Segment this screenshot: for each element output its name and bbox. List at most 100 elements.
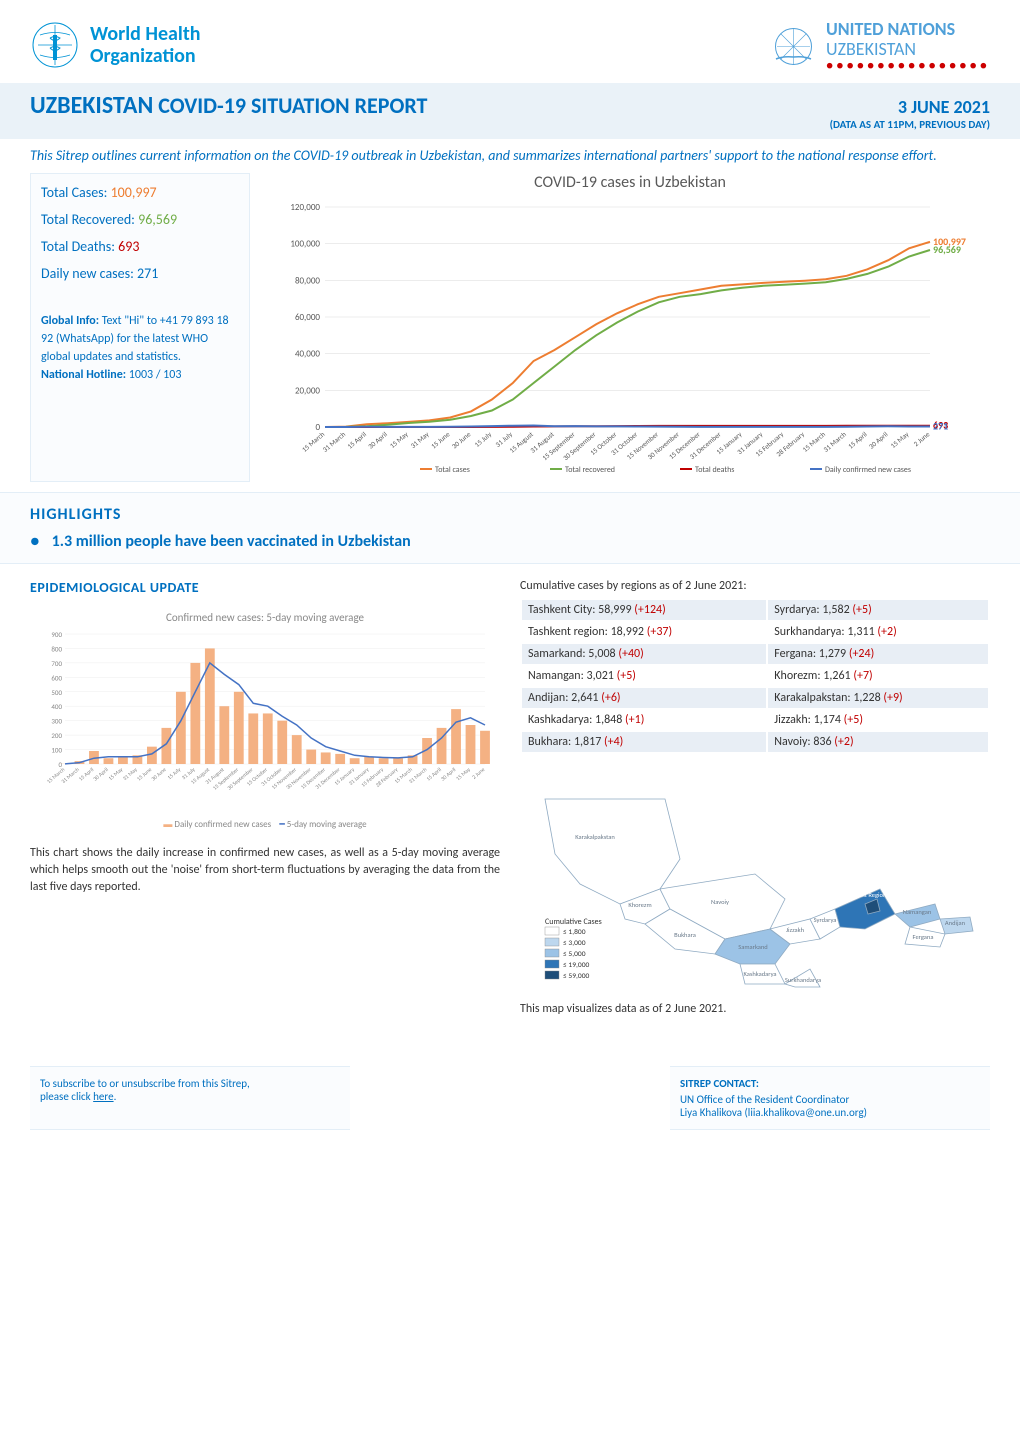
svg-text:30 April: 30 April	[867, 429, 890, 450]
svg-text:15 June: 15 June	[136, 767, 153, 783]
svg-text:15 July: 15 July	[473, 429, 494, 449]
svg-text:15 May: 15 May	[889, 429, 912, 450]
epi-title: EPIDEMIOLOGICAL UPDATE	[30, 579, 500, 596]
title-country: UZBEKISTAN	[30, 91, 153, 120]
mini-chart-legend: ▬ Daily confirmed new cases ━ 5-day movi…	[30, 819, 500, 830]
svg-text:2 June: 2 June	[912, 429, 932, 448]
svg-text:Fergana: Fergana	[913, 933, 934, 941]
title-main-text: COVID-19 SITUATION REPORT	[158, 92, 427, 119]
svg-text:30 June: 30 June	[151, 767, 168, 783]
map-caption: This map visualizes data as of 2 June 20…	[520, 1002, 990, 1016]
svg-text:20,000: 20,000	[295, 385, 320, 396]
stats-column: Total Cases: 100,997 Total Recovered: 96…	[30, 173, 250, 482]
svg-text:Daily confirmed new cases: Daily confirmed new cases	[825, 465, 911, 475]
svg-text:Tashkent City: Tashkent City	[868, 878, 903, 886]
highlights-text: 1.3 million people have been vaccinated …	[52, 532, 411, 551]
svg-text:15 May: 15 May	[455, 767, 472, 783]
regions-table: Tashkent City: 58,999 (+124)Syrdarya: 1,…	[520, 598, 990, 754]
svg-text:31 May: 31 May	[409, 429, 432, 450]
table-row: Bukhara: 1,817 (+4)Navoiy: 836 (+2)	[522, 732, 988, 752]
contact-heading: SITREP CONTACT:	[680, 1077, 980, 1090]
main-chart: 020,00040,00060,00080,000100,000120,0001…	[270, 197, 990, 477]
svg-text:15 May: 15 May	[108, 767, 125, 783]
highlights-bullet: ● 1.3 million people have been vaccinate…	[30, 532, 990, 551]
svg-text:15 April: 15 April	[78, 767, 95, 783]
un-text-line2: UZBEKISTAN	[826, 40, 990, 60]
un-logo: UNITED NATIONS UZBEKISTAN ●●●●●●●●●●●●●●…	[771, 20, 990, 73]
svg-text:≤ 1,800: ≤ 1,800	[563, 928, 586, 937]
svg-text:100: 100	[51, 746, 62, 755]
svg-text:31 March: 31 March	[821, 429, 848, 453]
mini-chart-title: Confirmed new cases: 5-day moving averag…	[30, 611, 500, 624]
svg-text:Karakalpakstan: Karakalpakstan	[575, 833, 615, 841]
svg-text:600: 600	[51, 673, 62, 682]
svg-text:100,000: 100,000	[290, 239, 320, 250]
svg-text:200: 200	[51, 731, 62, 740]
who-text-line2: Organization	[90, 45, 201, 67]
svg-text:400: 400	[51, 702, 62, 711]
svg-text:31 March: 31 March	[321, 429, 348, 453]
svg-text:15 April: 15 April	[426, 767, 443, 783]
svg-text:≤ 19,000: ≤ 19,000	[563, 961, 590, 970]
svg-text:Kashkadarya: Kashkadarya	[743, 970, 776, 978]
title-sub: (DATA AS AT 11PM, PREVIOUS DAY)	[830, 118, 990, 131]
table-row: Andijan: 2,641 (+6)Karakalpakstan: 1,228…	[522, 688, 988, 708]
subscribe-link[interactable]: here	[93, 1090, 113, 1103]
contact-line1: UN Office of the Resident Coordinator	[680, 1093, 980, 1106]
svg-text:Cumulative Cases: Cumulative Cases	[545, 917, 602, 927]
svg-text:Surkhandarya: Surkhandarya	[785, 976, 821, 984]
svg-text:800: 800	[51, 644, 62, 653]
svg-text:80,000: 80,000	[295, 275, 320, 286]
header: World Health Organization UNITED NATIONS…	[0, 0, 1020, 83]
svg-text:15 June: 15 June	[429, 429, 452, 450]
svg-text:Total cases: Total cases	[435, 465, 470, 475]
highlights-band: HIGHLIGHTS ● 1.3 million people have bee…	[0, 492, 1020, 564]
footer-subscribe: To subscribe to or unsubscribe from this…	[30, 1066, 350, 1130]
stat-total-cases: Total Cases: 100,997	[41, 184, 239, 201]
table-row: Tashkent City: 58,999 (+124)Syrdarya: 1,…	[522, 600, 988, 620]
info-box: Global Info: Text "Hi" to +41 79 893 18 …	[41, 312, 239, 384]
svg-text:Tashkent Region: Tashkent Region	[844, 891, 887, 899]
svg-text:Syrdarya: Syrdarya	[814, 916, 837, 924]
title-band: UZBEKISTAN COVID-19 SITUATION REPORT 3 J…	[0, 83, 1020, 139]
svg-text:Andijan: Andijan	[945, 919, 966, 927]
svg-text:30 April: 30 April	[366, 429, 389, 450]
stat-daily: Daily new cases: 271	[41, 265, 239, 282]
svg-text:Navoiy: Navoiy	[711, 898, 729, 906]
svg-text:15 April: 15 April	[846, 429, 869, 450]
table-row: Tashkent region: 18,992 (+37)Surkhandary…	[522, 622, 988, 642]
svg-text:Namangan: Namangan	[903, 908, 932, 916]
main-chart-title: COVID-19 cases in Uzbekistan	[270, 173, 990, 192]
intro-text: This Sitrep outlines current information…	[0, 139, 1020, 173]
stat-recovered: Total Recovered: 96,569	[41, 211, 239, 228]
svg-text:271: 271	[933, 419, 948, 432]
svg-text:30 June: 30 June	[450, 429, 473, 450]
svg-text:30 April: 30 April	[93, 767, 110, 783]
svg-text:Jizzakh: Jizzakh	[786, 926, 805, 934]
svg-text:Samarkand: Samarkand	[738, 943, 767, 951]
svg-text:30 April: 30 April	[440, 767, 457, 783]
epi-column: EPIDEMIOLOGICAL UPDATE Confirmed new cas…	[30, 579, 500, 1016]
svg-text:≤ 59,000: ≤ 59,000	[563, 972, 590, 981]
title-date: 3 JUNE 2021	[830, 96, 990, 118]
mini-chart: 010020030040050060070080090015 March31 M…	[30, 629, 500, 809]
svg-text:900: 900	[51, 630, 62, 639]
svg-text:15 July: 15 July	[167, 767, 183, 782]
svg-text:Bukhara: Bukhara	[674, 931, 696, 939]
svg-text:96,569: 96,569	[933, 243, 961, 256]
svg-text:≤ 5,000: ≤ 5,000	[563, 950, 586, 959]
svg-text:Total recovered: Total recovered	[565, 465, 615, 475]
bullet-icon: ●	[30, 532, 40, 551]
highlights-title: HIGHLIGHTS	[30, 505, 990, 524]
map: KarakalpakstanKhorezmNavoiyBukharaSamark…	[520, 769, 990, 989]
report-title: UZBEKISTAN COVID-19 SITUATION REPORT	[30, 91, 427, 120]
footer: To subscribe to or unsubscribe from this…	[0, 1051, 1020, 1145]
svg-text:300: 300	[51, 717, 62, 726]
footer-contact: SITREP CONTACT: UN Office of the Residen…	[670, 1066, 990, 1130]
main-chart-column: COVID-19 cases in Uzbekistan 020,00040,0…	[270, 173, 990, 482]
un-dots-icon: ●●●●●●●●●●●●●●●●	[826, 60, 990, 73]
svg-text:Total deaths: Total deaths	[695, 465, 734, 475]
svg-text:15 April: 15 April	[345, 429, 368, 450]
regions-column: Cumulative cases by regions as of 2 June…	[520, 579, 990, 1016]
contact-line2: Liya Khalikova (liia.khalikova@one.un.or…	[680, 1106, 980, 1119]
